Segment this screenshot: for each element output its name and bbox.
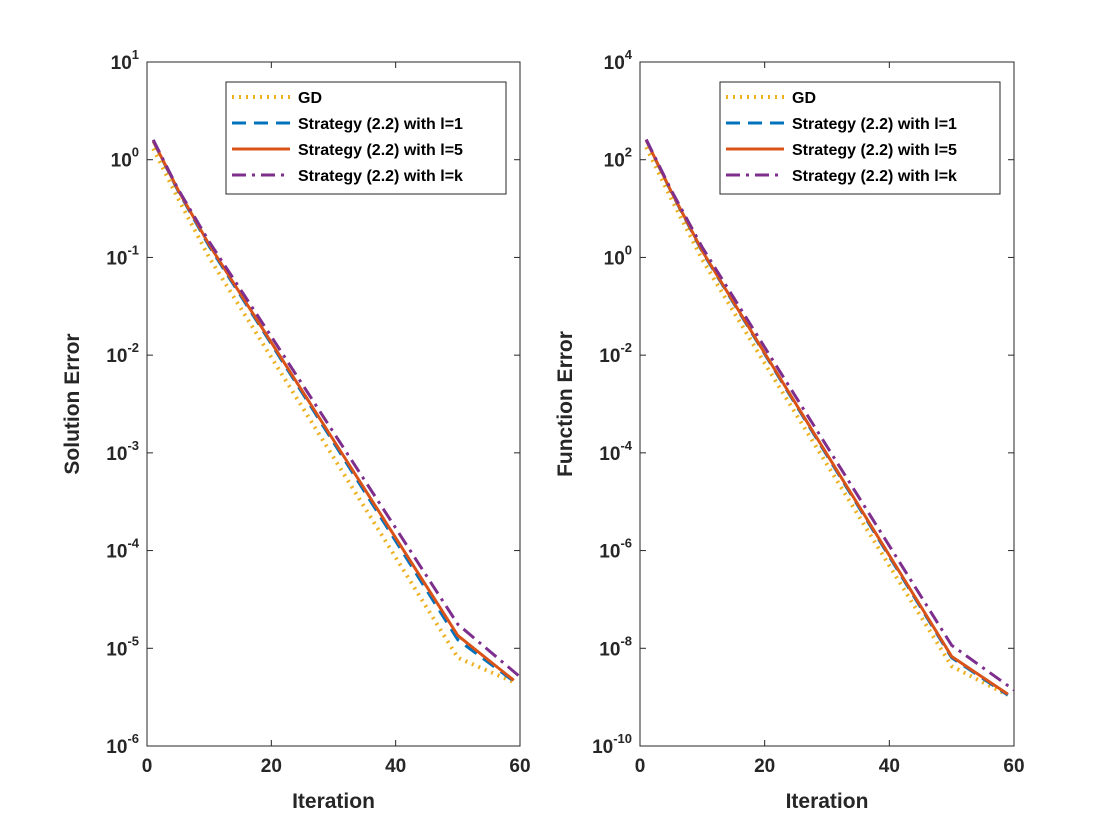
x-axis-label: Iteration: [292, 790, 375, 813]
series-line-GD: [644, 146, 1009, 697]
legend-label-GD: GD: [792, 90, 816, 107]
x-tick-label: 40: [879, 756, 900, 777]
legend-label-GD: GD: [298, 90, 322, 107]
x-tick-label: 60: [1003, 756, 1024, 777]
y-tick-label: 10-1: [106, 242, 139, 269]
legend: GD Strategy (2.2) with l=1 Strategy (2.2) …: [719, 81, 1001, 195]
y-tick-label: 10-3: [106, 438, 139, 465]
y-tick-label: 10-2: [106, 340, 139, 367]
x-axis-label: Iteration: [786, 790, 869, 813]
x-tick-label: 20: [754, 756, 775, 777]
x-tick-label: 20: [261, 756, 282, 777]
chart-panel-1: 0 20 40 60 10-6 10-5 10-4 10-3 10-2 10-1 100 101 Ite…: [61, 47, 531, 813]
series-line-lk: [644, 138, 1014, 692]
series-group: [151, 139, 520, 685]
legend-label-l5: Strategy (2.2) with l=5: [298, 142, 463, 159]
x-tick-label: 60: [509, 756, 530, 777]
y-tick-label: 102: [604, 145, 632, 172]
y-tick-label: 10-4: [106, 536, 139, 563]
y-tick-label: 100: [604, 242, 632, 269]
y-tick-label: 101: [111, 47, 139, 74]
y-tick-label: 10-10: [592, 731, 632, 758]
series-group: [644, 138, 1014, 697]
legend-label-l1: Strategy (2.2) with l=1: [792, 116, 957, 133]
y-tick-label: 10-8: [599, 633, 632, 660]
y-tick-label: 100: [111, 145, 139, 172]
legend-label-l5: Strategy (2.2) with l=5: [792, 142, 957, 159]
x-tick-label: 0: [635, 756, 646, 777]
legend: GD Strategy (2.2) with l=1 Strategy (2.2) …: [225, 81, 507, 195]
y-tick-label: 10-5: [106, 633, 139, 660]
chart-panel-2: 0 20 40 60 10-10 10-8 10-6 10-4 10-2 100 102 104 Ite…: [554, 47, 1025, 813]
legend-label-l1: Strategy (2.2) with l=1: [298, 116, 463, 133]
y-tick-label: 10-6: [599, 536, 632, 563]
legend-label-lk: Strategy (2.2) with l=k: [298, 168, 463, 185]
x-tick-label: 40: [385, 756, 406, 777]
series-line-GD: [151, 147, 515, 685]
y-tick-label: 10-6: [106, 731, 139, 758]
y-tick-label: 10-2: [599, 340, 632, 367]
y-axis-label: Function Error: [554, 331, 577, 477]
y-axis-label: Solution Error: [61, 333, 84, 474]
series-line-lk: [151, 139, 520, 679]
y-tick-label: 10-4: [599, 438, 632, 465]
legend-label-lk: Strategy (2.2) with l=k: [792, 168, 957, 185]
y-tick-label: 104: [604, 47, 633, 74]
x-tick-label: 0: [142, 756, 153, 777]
